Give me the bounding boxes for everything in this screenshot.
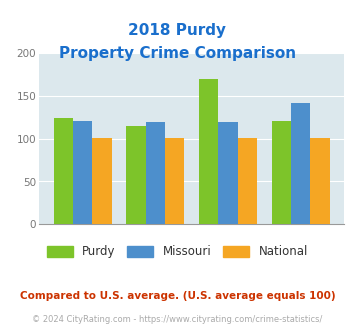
Bar: [238, 138, 257, 224]
Bar: [199, 79, 218, 224]
Bar: [126, 126, 146, 224]
Bar: [92, 138, 112, 224]
Bar: [73, 121, 92, 224]
Bar: [272, 120, 291, 224]
Bar: [291, 103, 310, 224]
Bar: [165, 138, 185, 224]
Text: Property Crime Comparison: Property Crime Comparison: [59, 46, 296, 61]
Text: 2018 Purdy: 2018 Purdy: [129, 23, 226, 38]
Bar: [310, 138, 330, 224]
Bar: [54, 118, 73, 224]
Text: © 2024 CityRating.com - https://www.cityrating.com/crime-statistics/: © 2024 CityRating.com - https://www.city…: [32, 315, 323, 324]
Bar: [218, 122, 238, 224]
Legend: Purdy, Missouri, National: Purdy, Missouri, National: [42, 241, 313, 263]
Text: Compared to U.S. average. (U.S. average equals 100): Compared to U.S. average. (U.S. average …: [20, 291, 335, 301]
Bar: [146, 122, 165, 224]
